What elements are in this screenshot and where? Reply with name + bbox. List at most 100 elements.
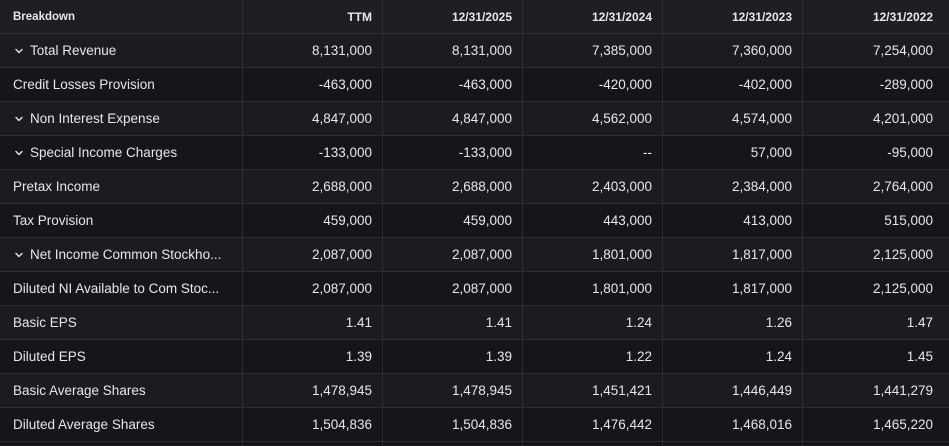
value-cell: -133,000 <box>243 136 383 169</box>
row-label: Diluted Average Shares <box>13 417 155 432</box>
table-header: Breakdown TTM 12/31/2025 12/31/2024 12/3… <box>0 0 949 34</box>
value-cell: 1,504,836 <box>383 408 523 441</box>
row-label-cell: Basic EPS <box>0 306 243 339</box>
row-label-cell[interactable]: Non Interest Expense <box>0 102 243 135</box>
row-label: Basic EPS <box>13 315 77 330</box>
value-cell: 1,476,442 <box>523 408 663 441</box>
value-cell: 1.45 <box>906 349 933 364</box>
row-label-cell[interactable]: Total Revenue <box>0 34 243 67</box>
table-row: Diluted EPS 1.39 1.39 1.22 1.24 1.45 <box>0 340 949 374</box>
table-row: Basic Average Shares 1,478,945 1,478,945 1,… <box>0 374 949 408</box>
value-cell: 1,817,000 <box>663 238 803 271</box>
value-cell: 1,451,421 <box>523 374 663 407</box>
table-row: Pretax Income 2,688,000 2,688,000 2,403,000… <box>0 170 949 204</box>
value-cell: 1,801,000 <box>523 238 663 271</box>
value-cell: 7,254,000 <box>872 43 933 58</box>
table-row[interactable]: Total Revenue 8,131,000 8,131,000 7,385,000… <box>0 34 949 68</box>
value-cell: 4,847,000 <box>383 102 523 135</box>
column-header-2023: 12/31/2023 <box>663 0 803 33</box>
table-body: Total Revenue 8,131,000 8,131,000 7,385,000… <box>0 34 949 442</box>
value-cell: 1.39 <box>243 340 383 373</box>
value-cell: 1.47 <box>906 315 933 330</box>
value-cell: 2,087,000 <box>383 272 523 305</box>
row-label: Pretax Income <box>13 179 101 194</box>
value-cell: 1.41 <box>243 306 383 339</box>
column-header-breakdown: Breakdown <box>0 0 243 33</box>
table-row: Tax Provision 459,000 459,000 443,000 413,00… <box>0 204 949 238</box>
chevron-down-icon[interactable] <box>13 113 25 125</box>
value-cell: -95,000 <box>887 145 933 160</box>
column-header-ttm: TTM <box>243 0 383 33</box>
row-label: Net Income Common Stockho... <box>30 247 222 262</box>
table-row: Credit Losses Provision -463,000 -463,000-… <box>0 68 949 102</box>
value-cell: -402,000 <box>663 68 803 101</box>
value-cell: 459,000 <box>383 204 523 237</box>
row-label-cell: Tax Provision <box>0 204 243 237</box>
table-row[interactable]: Non Interest Expense 4,847,000 4,847,000 4,… <box>0 102 949 136</box>
value-cell: -463,000 <box>383 68 523 101</box>
value-cell: 7,360,000 <box>663 34 803 67</box>
value-cell: 2,688,000 <box>243 170 383 203</box>
column-header-2024: 12/31/2024 <box>523 0 663 33</box>
value-cell: 1.26 <box>663 306 803 339</box>
breakdown-label: Breakdown <box>13 10 75 23</box>
table-footer-strip <box>0 442 949 446</box>
row-label-cell: Pretax Income <box>0 170 243 203</box>
chevron-down-icon[interactable] <box>13 249 25 261</box>
table-row[interactable]: Net Income Common Stockho... 2,087,000 2,0… <box>0 238 949 272</box>
value-cell: 1.22 <box>523 340 663 373</box>
value-cell: 1,441,279 <box>872 383 933 398</box>
value-cell: 443,000 <box>523 204 663 237</box>
value-cell: 4,201,000 <box>872 111 933 126</box>
value-cell: 1,504,836 <box>243 408 383 441</box>
value-cell: 1.41 <box>383 306 523 339</box>
value-cell: 4,562,000 <box>523 102 663 135</box>
row-label-cell: Basic Average Shares <box>0 374 243 407</box>
value-cell: 1,446,449 <box>663 374 803 407</box>
chevron-down-icon[interactable] <box>13 45 25 57</box>
value-cell: 8,131,000 <box>243 34 383 67</box>
value-cell: 515,000 <box>884 213 933 228</box>
value-cell: 2,125,000 <box>872 247 933 262</box>
value-cell: 459,000 <box>243 204 383 237</box>
row-label: Basic Average Shares <box>13 383 146 398</box>
row-label: Total Revenue <box>30 43 117 58</box>
table-row: Diluted Average Shares 1,504,836 1,504,836… <box>0 408 949 442</box>
value-cell: 8,131,000 <box>383 34 523 67</box>
value-cell: 4,847,000 <box>243 102 383 135</box>
value-cell: 2,087,000 <box>243 238 383 271</box>
row-label: Non Interest Expense <box>30 111 160 126</box>
chevron-down-icon[interactable] <box>13 147 25 159</box>
value-cell: 2,764,000 <box>872 179 933 194</box>
value-cell: 4,574,000 <box>663 102 803 135</box>
value-cell: 1,478,945 <box>383 374 523 407</box>
value-cell: 1,465,220 <box>872 417 933 432</box>
row-label-cell: Diluted EPS <box>0 340 243 373</box>
value-cell: 2,087,000 <box>243 272 383 305</box>
value-cell: -- <box>523 136 663 169</box>
value-cell: 1,478,945 <box>243 374 383 407</box>
value-cell: 2,384,000 <box>663 170 803 203</box>
row-label-cell[interactable]: Net Income Common Stockho... <box>0 238 243 271</box>
table-row[interactable]: Special Income Charges -133,000 -133,000 --… <box>0 136 949 170</box>
table-row: Basic EPS 1.41 1.41 1.24 1.26 1.47 <box>0 306 949 340</box>
value-cell: 1.24 <box>663 340 803 373</box>
row-label: Tax Provision <box>13 213 94 228</box>
row-label: Diluted NI Available to Com Stoc... <box>13 281 220 296</box>
value-cell: -420,000 <box>523 68 663 101</box>
value-cell: 1,801,000 <box>523 272 663 305</box>
row-label: Diluted EPS <box>13 349 86 364</box>
table-row: Diluted NI Available to Com Stoc... 2,087… <box>0 272 949 306</box>
value-cell: -133,000 <box>383 136 523 169</box>
value-cell: 413,000 <box>663 204 803 237</box>
value-cell: 2,125,000 <box>872 281 933 296</box>
value-cell: 1.39 <box>383 340 523 373</box>
row-label-cell: Credit Losses Provision <box>0 68 243 101</box>
row-label-cell[interactable]: Special Income Charges <box>0 136 243 169</box>
row-label-cell: Diluted Average Shares <box>0 408 243 441</box>
row-label-cell: Diluted NI Available to Com Stoc... <box>0 272 243 305</box>
value-cell: 1,817,000 <box>663 272 803 305</box>
value-cell: 2,688,000 <box>383 170 523 203</box>
value-cell: 2,403,000 <box>523 170 663 203</box>
